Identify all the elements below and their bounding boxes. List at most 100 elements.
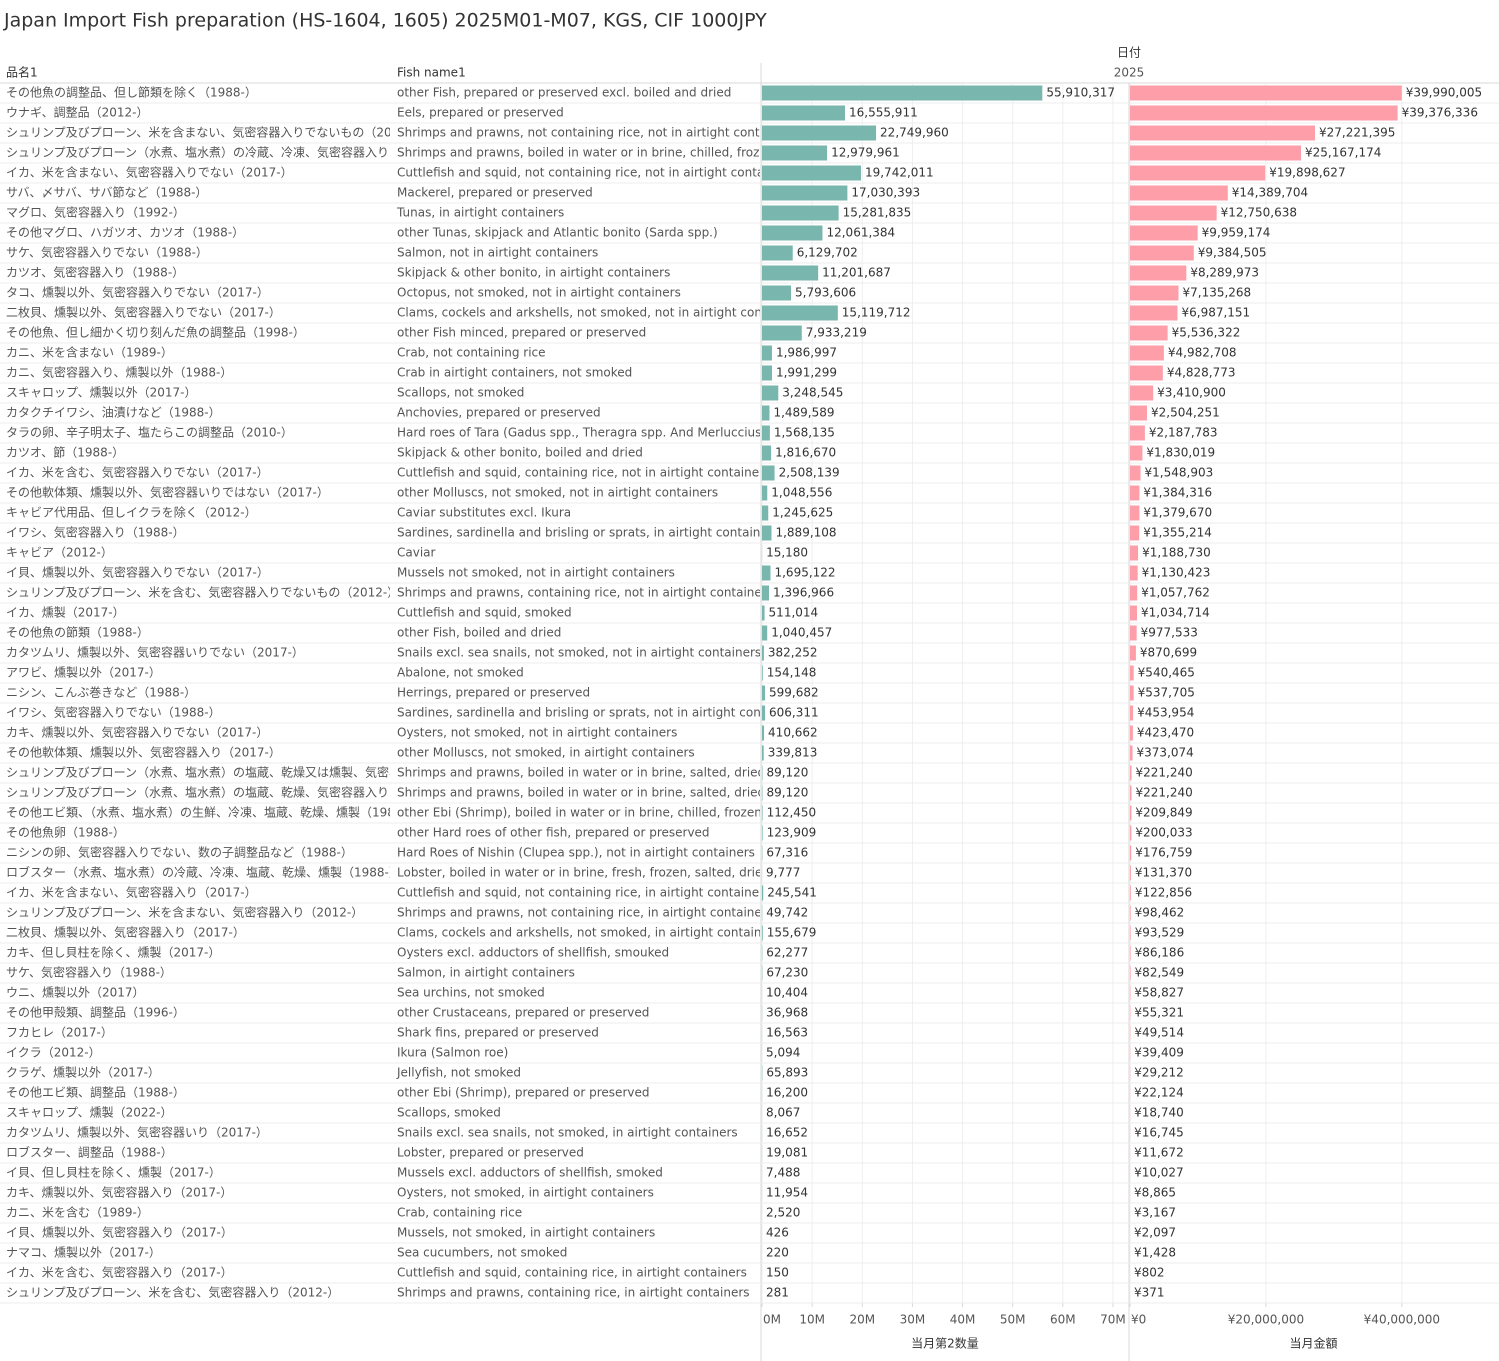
value-label: 89,120 xyxy=(766,766,808,780)
bar xyxy=(762,605,765,621)
bar xyxy=(762,585,770,601)
row-label-jp: キャビア代用品、但しイクラを除く（2012-） xyxy=(6,505,257,520)
value-label: 15,281,835 xyxy=(843,206,912,220)
value-label: ¥1,188,730 xyxy=(1142,546,1211,560)
value-label: 8,067 xyxy=(766,1106,800,1120)
bar xyxy=(1130,685,1134,701)
bar xyxy=(1130,465,1141,481)
row-label-jp: マグロ、気密容器入り（1992-） xyxy=(6,205,185,220)
row-label-en: Cuttlefish and squid, containing rice, i… xyxy=(397,1266,747,1280)
row-label-jp: カタツムリ、燻製以外、気密容器いりでない（2017-） xyxy=(6,645,304,660)
value-label: 1,695,122 xyxy=(774,566,835,580)
value-label: 112,450 xyxy=(767,806,817,820)
row-label-en: Lobster, prepared or preserved xyxy=(397,1146,584,1160)
value-label: ¥1,057,762 xyxy=(1141,586,1210,600)
row-label-en: other Crustaceans, prepared or preserved xyxy=(397,1006,649,1020)
value-label: ¥98,462 xyxy=(1135,906,1185,920)
bar xyxy=(1130,545,1139,561)
row-label-jp: ウニ、燻製以外（2017） xyxy=(6,985,145,1000)
value-label: 7,488 xyxy=(766,1166,800,1180)
value-label: 5,094 xyxy=(766,1046,800,1060)
row-label-en: Anchovies, prepared or preserved xyxy=(397,406,601,420)
row-label-en: other Ebi (Shrimp), boiled in water or i… xyxy=(397,806,783,820)
bar xyxy=(762,445,772,461)
row-label-en: Shrimps and prawns, not containing rice,… xyxy=(397,906,773,920)
bar xyxy=(762,165,861,181)
row-label-jp: その他魚卵（1988-） xyxy=(6,826,125,840)
bar xyxy=(762,685,766,701)
row-label-en: other Hard roes of other fish, prepared … xyxy=(397,826,710,840)
row-label-en: other Fish, prepared or preserved excl. … xyxy=(397,86,731,100)
bar xyxy=(1130,785,1132,801)
row-label-en: Tunas, in airtight containers xyxy=(396,206,564,220)
bar xyxy=(1130,885,1131,901)
bar xyxy=(762,645,764,661)
row-label-en: Skipjack & other bonito, boiled and drie… xyxy=(397,446,643,460)
value-label: ¥131,370 xyxy=(1135,866,1192,880)
row-label-jp: 二枚貝、燻製以外、気密容器入り（2017-） xyxy=(6,925,245,940)
value-label: 220 xyxy=(766,1246,789,1260)
value-label: 154,148 xyxy=(767,666,817,680)
row-label-jp: その他魚の節類（1988-） xyxy=(6,625,149,640)
value-label: ¥8,289,973 xyxy=(1190,266,1259,280)
value-label: 67,316 xyxy=(766,846,808,860)
value-label: ¥16,745 xyxy=(1134,1126,1184,1140)
bar xyxy=(762,625,768,641)
value-label: 16,563 xyxy=(766,1026,808,1040)
row-label-jp: タラの卵、辛子明太子、塩たらこの調整品（2010-） xyxy=(6,425,293,440)
row-label-en: Mussels excl. adductors of shellfish, sm… xyxy=(397,1166,663,1180)
value-label: 12,061,384 xyxy=(826,226,895,240)
x-tick-label: 0M xyxy=(763,1313,781,1327)
value-label: ¥58,827 xyxy=(1134,986,1184,1000)
row-label-jp: ロブスター、調整品（1988-） xyxy=(6,1145,173,1160)
bar xyxy=(1130,905,1131,921)
row-label-jp: その他軟体類、燻製以外、気密容器入り（2017-） xyxy=(6,745,281,760)
row-label-en: other Fish, boiled and dried xyxy=(397,626,561,640)
row-label-jp: その他甲殻類、調整品（1996-） xyxy=(6,1005,185,1020)
row-label-en: Caviar substitutes excl. Ikura xyxy=(397,506,571,520)
bar xyxy=(1130,765,1132,781)
value-label: 49,742 xyxy=(766,906,808,920)
row-label-en: Mackerel, prepared or preserved xyxy=(397,186,593,200)
bar xyxy=(1130,485,1140,501)
row-label-en: other Molluscs, not smoked, in airtight … xyxy=(397,746,695,760)
value-label: ¥537,705 xyxy=(1138,686,1195,700)
row-label-jp: ニシン、こんぶ巻きなど（1988-） xyxy=(6,686,196,700)
bar xyxy=(762,145,828,161)
value-label: ¥870,699 xyxy=(1140,646,1197,660)
value-label: ¥39,409 xyxy=(1134,1046,1184,1060)
x-tick-label: 60M xyxy=(1050,1313,1076,1327)
bar xyxy=(1130,965,1131,981)
value-label: ¥423,470 xyxy=(1137,726,1194,740)
value-label: 1,245,625 xyxy=(772,506,833,520)
value-label: ¥55,321 xyxy=(1134,1006,1184,1020)
row-label-jp: その他エビ類、調整品（1988-） xyxy=(6,1085,185,1100)
bar xyxy=(1130,805,1132,821)
value-label: 89,120 xyxy=(766,786,808,800)
bar xyxy=(1130,305,1178,321)
bar xyxy=(1130,845,1132,861)
value-label: ¥22,124 xyxy=(1134,1086,1184,1100)
row-label-jp: その他魚、但し細かく切り刻んだ魚の調整品（1998-） xyxy=(6,325,305,340)
row-label-en: Sea cucumbers, not smoked xyxy=(397,1246,567,1260)
value-label: 511,014 xyxy=(769,606,819,620)
row-label-jp: ニシンの卵、気密容器入りでない、数の子調整品など（1988-） xyxy=(6,845,353,860)
value-label: 155,679 xyxy=(767,926,817,940)
value-label: ¥1,830,019 xyxy=(1146,446,1215,460)
row-label-jp: イ貝、但し貝柱を除く、燻製（2017-） xyxy=(6,1165,221,1180)
value-label: 382,252 xyxy=(768,646,818,660)
bar xyxy=(762,405,770,421)
row-label-en: Salmon, in airtight containers xyxy=(397,966,575,980)
bar xyxy=(1130,345,1164,361)
value-label: ¥2,504,251 xyxy=(1151,406,1220,420)
value-label: ¥540,465 xyxy=(1138,666,1195,680)
chart-title: Japan Import Fish preparation (HS-1604, … xyxy=(3,10,767,32)
row-label-en: Crab, not containing rice xyxy=(397,346,546,360)
x-tick-label: 30M xyxy=(900,1313,926,1327)
row-label-jp: イカ、米を含まない、気密容器入り（2017-） xyxy=(6,885,257,900)
bar xyxy=(762,665,763,681)
bar xyxy=(762,105,846,121)
value-label: 1,489,589 xyxy=(773,406,834,420)
value-label: ¥27,221,395 xyxy=(1319,126,1395,140)
row-label-jp: イ貝、燻製以外、気密容器入りでない（2017-） xyxy=(6,565,269,580)
